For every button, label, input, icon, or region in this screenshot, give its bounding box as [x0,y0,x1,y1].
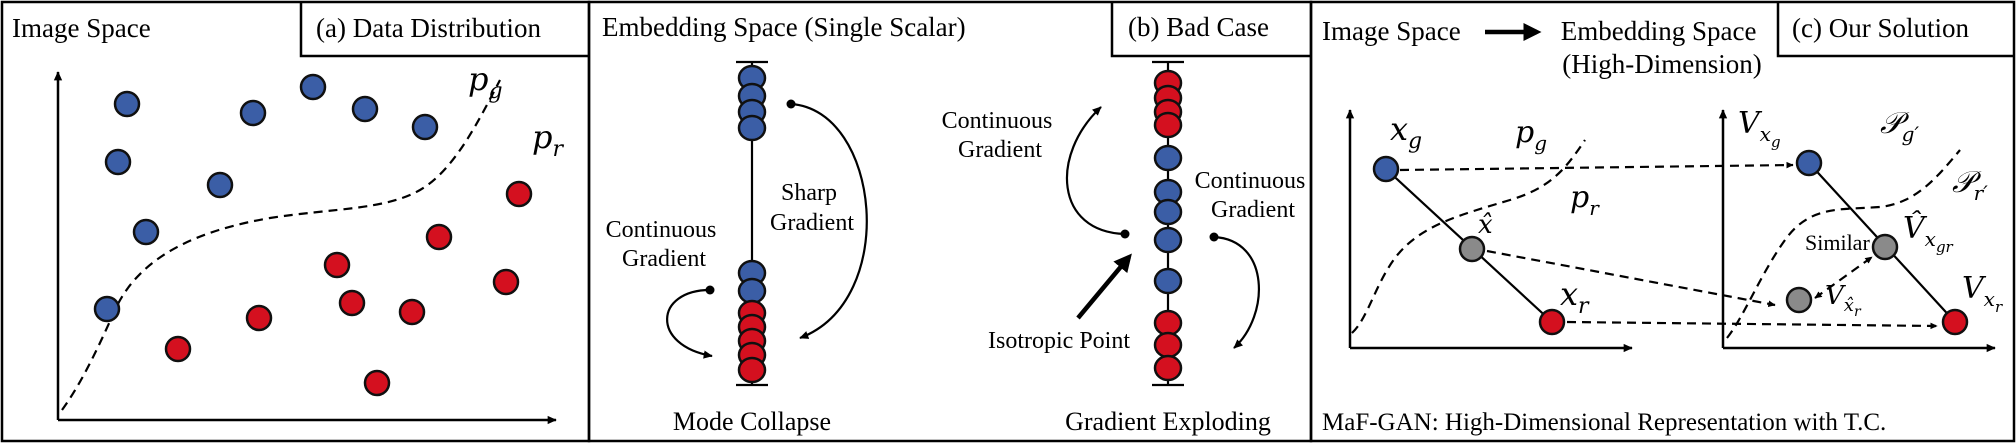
blue-embedding-point [1153,226,1183,254]
red-sample-point [398,298,426,326]
panel-a-decision-boundary [61,79,501,411]
panel-c-frame [1309,0,2016,443]
panel-c-right-boundary [1726,149,1961,339]
map-xhat-arrow [1486,249,1776,308]
red-sample-point [164,335,192,363]
red-embedding-point [1153,309,1183,337]
blue-embedding-point [737,114,767,142]
similar-label: Similar [1805,230,1870,255]
panel-a-p-r-label: pr [532,118,564,162]
similar-double-arrow [1814,256,1873,299]
panel-b: Embedding Space (Single Scalar) (b) Bad … [587,0,1313,443]
map-xg-arrow [1399,161,1794,172]
panel-a-red-points [164,180,533,397]
continuous-gradient-left-label: Continuous Gradient [606,217,723,272]
continuous-gradient-arrow-left [666,288,713,359]
panel-a-blue-points [93,73,439,323]
panel-a-p-g-label: pg [468,60,503,104]
panel-b-title: (b) Bad Case [1128,12,1269,42]
blue-sample-point [93,295,121,323]
red-embedding-point [1153,331,1183,359]
blue-sample-point [239,99,267,127]
continuous-gradient-right-label: Continuous Gradient [1195,168,1312,223]
mode-collapse-caption: Mode Collapse [673,407,831,436]
continuous-gradient-top-label: Continuous Gradient [942,108,1059,163]
V-xhat-r-node [1785,286,1813,314]
x-r-label: xr [1560,275,1590,319]
panel-b-header: Embedding Space (Single Scalar) [602,12,966,42]
V-xr-label: Vxr [1962,271,2003,316]
isotropic-point-arrow [1076,253,1132,320]
isotropic-point-label: Isotropic Point [988,328,1130,354]
panel-c: Image Space Embedding Space (High-Dimens… [1309,0,2016,443]
mode-collapse-points [737,64,767,384]
blue-embedding-point [1153,267,1183,295]
red-sample-point [492,268,520,296]
red-sample-point [338,289,366,317]
red-embedding-point [1153,111,1183,139]
panel-c-p-r-label: pr [1570,180,1600,220]
panel-c-title: (c) Our Solution [1792,13,1969,43]
blue-sample-point [132,218,160,246]
sharp-gradient-arrow [790,102,868,340]
red-sample-point [363,369,391,397]
V-xg-node [1795,149,1823,177]
gradient-exploding-points [1153,69,1183,382]
panel-a-frame [0,0,591,443]
red-embedding-point [1153,354,1183,382]
gradient-exploding-caption: Gradient Exploding [1065,407,1271,436]
blue-sample-point [351,95,379,123]
x-r-node [1538,308,1566,336]
red-sample-point [323,251,351,279]
blue-sample-point [104,148,132,176]
blue-sample-point [411,113,439,141]
x-g-node [1372,155,1400,183]
x-hat-label: x̂ [1478,210,1493,240]
V-hat-xgr-node [1871,233,1899,261]
V-xg-label: Vxg [1738,106,1781,151]
V-xhat-r-label: Vx̂r [1825,281,1862,320]
red-sample-point [505,180,533,208]
panel-c-tab-border [1776,2,2014,58]
panel-c-embedding-space-label: Embedding Space (High-Dimension) [1561,16,1763,79]
red-sample-point [425,223,453,251]
continuous-gradient-arrow-top [1066,106,1126,236]
continuous-gradient-arrow-right [1213,235,1260,349]
P-g-prime-label: 𝒫g′ [1880,106,1919,146]
panel-a: Image Space (a) Data Distribution [0,0,591,443]
panel-a-image-space-label: Image Space [12,13,151,43]
panel-a-tab-border [299,2,589,58]
red-sample-point [245,304,273,332]
x-g-label: xg [1390,110,1422,154]
panel-c-p-g-label: pg [1515,115,1547,155]
blue-embedding-point [1153,198,1183,226]
blue-sample-point [206,171,234,199]
P-r-prime-label: 𝒫r′ [1952,165,1988,205]
blue-sample-point [299,73,327,101]
panel-c-caption: MaF-GAN: High-Dimensional Representation… [1322,409,1886,436]
blue-embedding-point [737,277,767,305]
x-hat-node [1458,235,1486,263]
panel-b-tab-border [1110,2,1311,58]
panel-c-image-space-label: Image Space [1322,16,1461,46]
blue-sample-point [113,90,141,118]
panel-c-left-boundary [1351,139,1586,334]
sharp-gradient-label: Sharp Gradient [770,180,854,236]
map-xr-arrow [1566,320,1938,330]
blue-embedding-point [1153,144,1183,172]
panel-a-title: (a) Data Distribution [316,13,541,43]
V-xr-node [1941,308,1969,336]
V-hat-xgr-label: V̂xgr [1903,211,1954,256]
red-embedding-point [737,356,767,384]
